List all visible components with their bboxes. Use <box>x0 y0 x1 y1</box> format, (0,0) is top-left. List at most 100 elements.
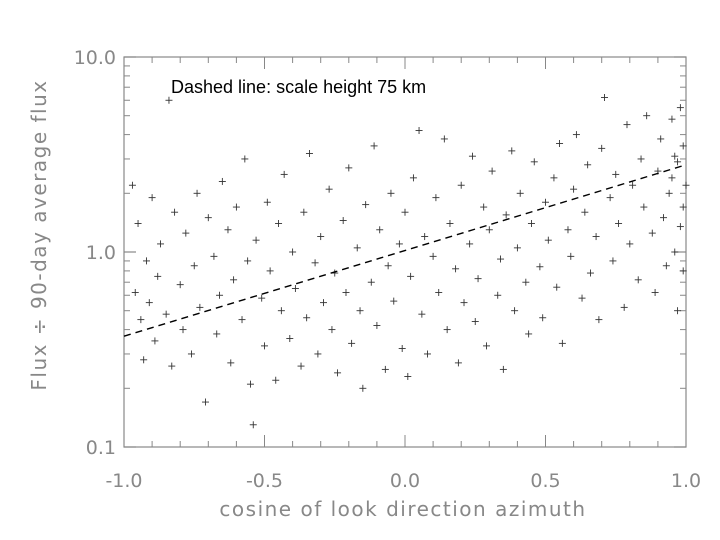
data-point <box>457 181 465 189</box>
data-point <box>612 170 620 178</box>
data-point <box>598 144 606 152</box>
data-point <box>584 161 592 169</box>
data-point <box>682 181 690 189</box>
data-point <box>370 142 378 150</box>
data-point <box>356 307 364 315</box>
data-point <box>151 337 159 345</box>
data-point <box>570 185 578 193</box>
data-point <box>407 272 415 280</box>
data-point <box>252 236 260 244</box>
data-point <box>665 189 673 197</box>
data-point <box>668 115 676 123</box>
data-point <box>651 288 659 296</box>
data-point <box>460 299 468 307</box>
data-point <box>671 152 679 160</box>
data-point <box>662 262 670 270</box>
data-point <box>182 229 190 237</box>
data-point <box>423 350 431 358</box>
plot-frame <box>123 56 687 448</box>
data-point <box>499 365 507 373</box>
data-point <box>409 174 417 182</box>
data-point <box>390 297 398 305</box>
data-point <box>626 240 634 248</box>
data-point <box>536 263 544 271</box>
data-point <box>513 244 521 252</box>
data-point <box>572 131 580 139</box>
data-point <box>320 299 328 307</box>
data-point <box>348 339 356 347</box>
data-point <box>227 359 235 367</box>
data-point <box>482 342 490 350</box>
data-point <box>210 252 218 260</box>
data-point <box>232 203 240 211</box>
data-point <box>140 356 148 364</box>
data-point <box>131 288 139 296</box>
y-tick-label: 0.1 <box>86 437 116 459</box>
x-tick-label: 1.0 <box>671 470 701 492</box>
data-point <box>204 214 212 222</box>
data-point <box>637 155 645 163</box>
data-point <box>404 372 412 380</box>
data-point <box>592 233 600 241</box>
data-point <box>277 307 285 315</box>
fit-line-layer <box>123 164 687 337</box>
data-point <box>328 326 336 334</box>
y-axis-title: Flux ÷ 90-day average flux <box>27 79 51 390</box>
data-point <box>334 369 342 377</box>
data-point <box>581 208 589 216</box>
data-point <box>145 299 153 307</box>
x-tick-label: 0.0 <box>390 470 420 492</box>
data-point <box>657 135 665 143</box>
data-point <box>128 181 136 189</box>
data-point <box>634 276 642 284</box>
data-point <box>595 316 603 324</box>
data-point <box>553 283 561 291</box>
data-point <box>525 330 533 338</box>
data-point <box>446 220 454 228</box>
data-point <box>224 226 232 234</box>
data-point <box>668 174 676 182</box>
data-point <box>567 252 575 260</box>
data-point <box>272 376 280 384</box>
data-point <box>263 198 271 206</box>
data-point <box>387 189 395 197</box>
data-point <box>564 226 572 234</box>
data-point <box>171 208 179 216</box>
data-point <box>601 93 609 101</box>
data-point <box>415 126 423 134</box>
data-point <box>187 350 195 358</box>
data-point <box>586 269 594 277</box>
data-point <box>660 214 668 222</box>
data-point <box>246 380 254 388</box>
x-tick-label: -1.0 <box>105 470 142 492</box>
data-point <box>544 236 552 244</box>
data-point <box>286 335 294 343</box>
data-point <box>488 167 496 175</box>
data-point <box>162 310 170 318</box>
chart-annotation: Dashed line: scale height 75 km <box>171 77 426 97</box>
data-point <box>623 121 631 129</box>
data-point <box>179 326 187 334</box>
data-point <box>620 303 628 311</box>
data-point <box>359 384 367 392</box>
data-point <box>674 307 682 315</box>
data-point <box>249 421 257 429</box>
data-point <box>303 314 311 322</box>
data-point <box>609 257 617 265</box>
data-point <box>325 185 333 193</box>
data-point <box>676 223 684 231</box>
data-point <box>671 248 679 256</box>
data-point <box>494 291 502 299</box>
data-point <box>196 303 204 311</box>
data-point <box>190 262 198 270</box>
data-point <box>213 330 221 338</box>
data-point <box>674 158 682 166</box>
data-point <box>542 198 549 206</box>
labels-layer: Dashed line: scale height 75 km cosine o… <box>27 77 585 521</box>
data-point <box>676 104 684 112</box>
data-point <box>539 314 547 322</box>
data-point <box>176 281 184 289</box>
data-point <box>480 203 488 211</box>
data-point <box>398 344 406 352</box>
